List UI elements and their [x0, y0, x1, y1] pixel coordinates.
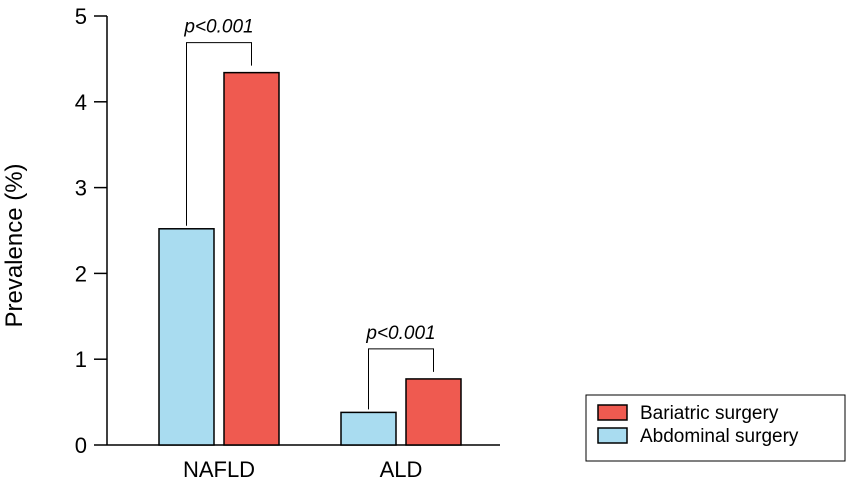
bars — [158, 71, 462, 446]
x-category-label: NAFLD — [183, 457, 255, 482]
p-value-label: p<0.001 — [365, 323, 435, 344]
y-tick-label: 5 — [75, 4, 87, 29]
significance-annotations: p<0.001 p<0.001 — [183, 17, 436, 410]
legend-label: Bariatric surgery — [640, 403, 779, 424]
axes: 0 1 2 3 4 5 Prevalence (%) NAFLD ALD — [1, 4, 500, 482]
y-tick-label: 4 — [75, 90, 87, 115]
x-category-label: ALD — [380, 457, 423, 482]
bar-ald-bariatric-surgery — [405, 378, 462, 446]
significance-bracket — [186, 42, 252, 226]
y-tick-label: 0 — [75, 433, 87, 458]
bar-nafld-abdominal-surgery — [158, 228, 215, 446]
y-tick-label: 1 — [75, 347, 87, 372]
y-tick-label: 3 — [75, 176, 87, 201]
bar-nafld-bariatric-surgery — [223, 71, 280, 446]
y-tick-label: 2 — [75, 261, 87, 286]
legend-swatch — [597, 404, 628, 421]
legend-label: Abdominal surgery — [640, 426, 799, 447]
y-axis-title: Prevalence (%) — [1, 163, 28, 327]
legend-swatch — [597, 427, 628, 444]
bar-ald-abdominal-surgery — [340, 411, 397, 446]
legend-box — [585, 394, 846, 462]
significance-bracket — [368, 348, 434, 410]
p-value-label: p<0.001 — [183, 17, 253, 38]
